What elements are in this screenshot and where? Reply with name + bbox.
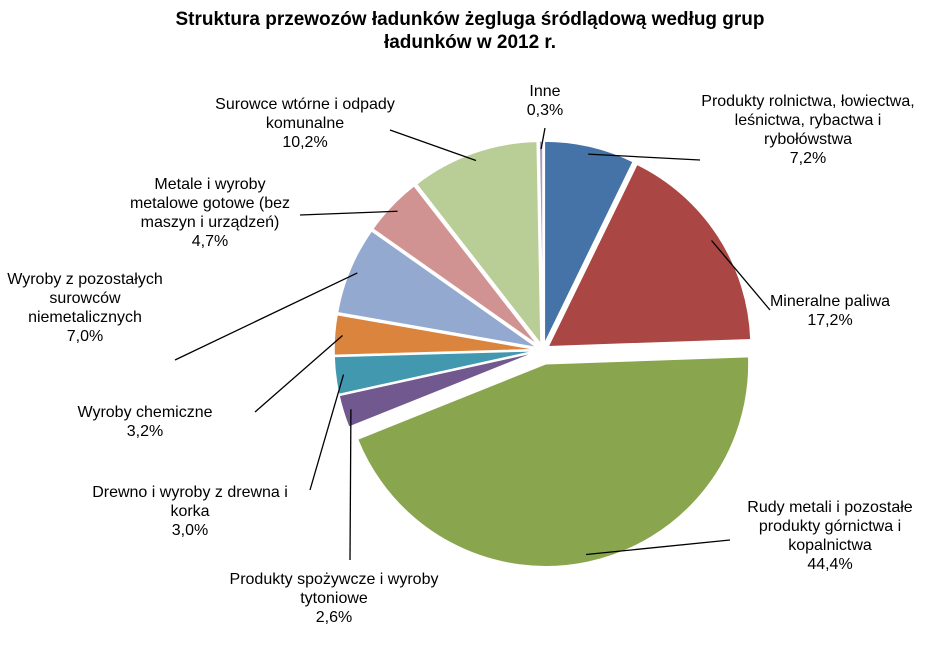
leader-line [540,127,546,150]
slice-label: Wyroby z pozostałych surowców niemetalic… [0,270,170,346]
value-label: 3,0% [171,522,209,539]
value-label: 44,4% [807,556,853,573]
value-label: 0,3% [526,102,564,119]
leader-line [349,409,352,561]
pie-slice [338,351,538,429]
slice-label: Inne 0,3% [505,82,585,120]
category-label: Produkty rolnictwa, łowiectwa, leśnictwa… [701,93,915,148]
leader-line [389,129,477,162]
category-label: Mineralne paliwa [769,293,891,310]
category-label: Wyroby z pozostałych surowców niemetalic… [7,271,163,326]
pie-slice [543,140,635,345]
slice-label: Produkty rolnictwa, łowiectwa, leśnictwa… [698,92,918,168]
slice-label: Produkty spożywcze i wyroby tytoniowe 2,6… [229,570,439,627]
pie-slice [333,349,538,396]
category-label: Rudy metali i pozostałe produkty górnict… [747,499,913,554]
leader-line [299,210,398,216]
value-label: 4,7% [191,233,229,250]
value-label: 7,0% [66,328,104,345]
value-label: 2,6% [315,609,353,626]
leader-line [711,240,771,311]
slice-label: Wyroby chemiczne 3,2% [35,403,255,441]
category-label: Inne [529,83,561,100]
leader-line [309,374,345,491]
value-label: 17,2% [807,312,853,329]
pie-slice [546,163,752,348]
leader-line [254,334,343,413]
chart-title: Struktura przewozów ładunków żegluga śró… [175,9,765,53]
pie-slice [336,229,538,349]
category-label: Metale i wyroby metalowe gotowe (bez mas… [129,176,291,231]
category-label: Produkty spożywcze i wyroby tytoniowe [229,571,439,607]
pie-slice [356,355,750,568]
leader-line [174,272,358,361]
value-label: 7,2% [789,150,827,167]
pie-slice [371,184,540,347]
slice-label: Mineralne paliwa 17,2% [750,292,910,330]
leader-line [588,153,701,161]
slice-label: Drewno i wyroby z drewna i korka 3,0% [90,483,290,540]
category-label: Drewno i wyroby z drewna i korka [92,484,288,520]
category-label: Surowce wtórne i odpady komunalne [215,96,395,132]
value-label: 10,2% [282,134,328,151]
value-label: 3,2% [126,423,164,440]
slice-label: Metale i wyroby metalowe gotowe (bez mas… [125,175,295,251]
slice-label: Surowce wtórne i odpady komunalne 10,2% [205,95,405,152]
slice-label: Rudy metali i pozostałe produkty górnict… [745,498,915,574]
category-label: Wyroby chemiczne [77,404,213,421]
leader-line [586,539,731,556]
pie-slice [415,140,542,347]
pie-slice [333,313,538,357]
